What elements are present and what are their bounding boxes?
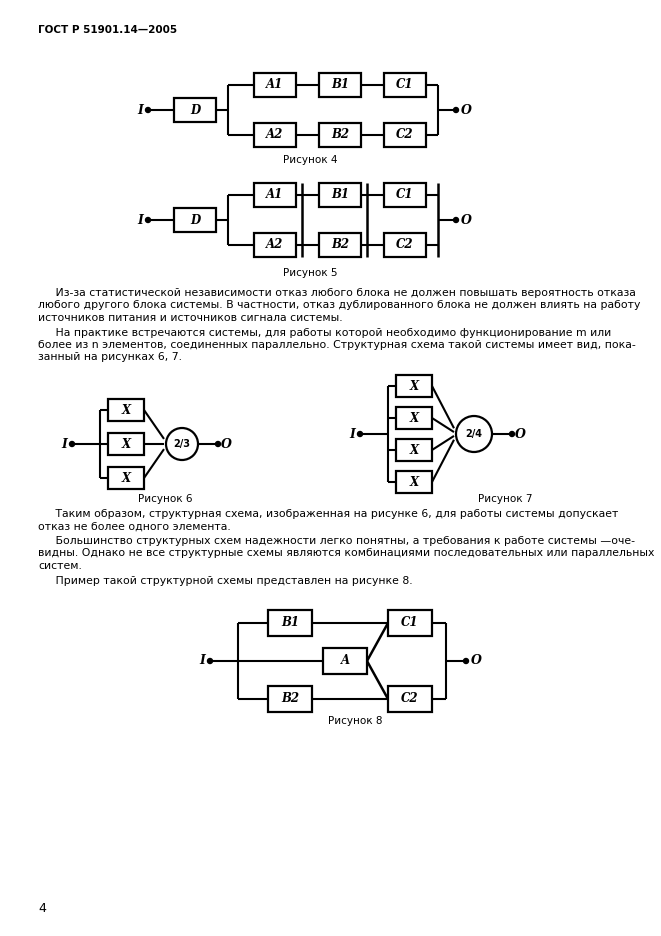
Text: O: O xyxy=(461,213,471,227)
Text: Таким образом, структурная схема, изображенная на рисунке 6, для работы системы : Таким образом, структурная схема, изобра… xyxy=(38,509,619,519)
FancyBboxPatch shape xyxy=(108,467,144,489)
Circle shape xyxy=(145,108,151,112)
FancyBboxPatch shape xyxy=(384,183,426,207)
Text: C1: C1 xyxy=(401,617,419,630)
Text: D: D xyxy=(190,213,200,227)
Text: X: X xyxy=(409,475,418,489)
Circle shape xyxy=(208,659,212,664)
Text: C2: C2 xyxy=(396,128,414,141)
Text: O: O xyxy=(471,654,481,667)
Text: 4: 4 xyxy=(38,902,46,915)
Circle shape xyxy=(215,442,221,446)
Text: B1: B1 xyxy=(281,617,299,630)
Text: C1: C1 xyxy=(396,188,414,201)
FancyBboxPatch shape xyxy=(384,73,426,97)
Text: I: I xyxy=(61,437,67,450)
Text: Из-за статистической независимости отказ любого блока не должен повышать вероятн: Из-за статистической независимости отказ… xyxy=(38,288,636,298)
Text: X: X xyxy=(122,403,131,417)
FancyBboxPatch shape xyxy=(174,208,216,232)
Text: X: X xyxy=(122,437,131,450)
Text: занный на рисунках 6, 7.: занный на рисунках 6, 7. xyxy=(38,353,182,362)
Text: B2: B2 xyxy=(281,693,299,706)
Text: A2: A2 xyxy=(266,128,284,141)
Circle shape xyxy=(145,217,151,223)
Text: C1: C1 xyxy=(396,79,414,92)
FancyBboxPatch shape xyxy=(319,233,361,257)
Text: ГОСТ Р 51901.14—2005: ГОСТ Р 51901.14—2005 xyxy=(38,25,177,35)
Text: Рисунок 6: Рисунок 6 xyxy=(137,494,192,504)
Text: X: X xyxy=(409,379,418,392)
Text: На практике встречаются системы, для работы которой необходимо функционирование : На практике встречаются системы, для раб… xyxy=(38,328,611,338)
Text: A1: A1 xyxy=(266,79,284,92)
Text: X: X xyxy=(409,444,418,457)
FancyBboxPatch shape xyxy=(254,183,296,207)
Text: I: I xyxy=(349,428,355,441)
Circle shape xyxy=(69,442,75,446)
FancyBboxPatch shape xyxy=(319,183,361,207)
Text: C2: C2 xyxy=(401,693,419,706)
FancyBboxPatch shape xyxy=(396,375,432,397)
FancyBboxPatch shape xyxy=(323,648,367,674)
Circle shape xyxy=(453,108,459,112)
FancyBboxPatch shape xyxy=(384,123,426,147)
Text: B1: B1 xyxy=(331,188,349,201)
Text: I: I xyxy=(137,104,143,116)
Circle shape xyxy=(510,431,514,436)
Text: 2/4: 2/4 xyxy=(465,429,483,439)
Text: 2/3: 2/3 xyxy=(173,439,190,449)
FancyBboxPatch shape xyxy=(254,123,296,147)
Text: Рисунок 5: Рисунок 5 xyxy=(283,268,337,278)
Text: Рисунок 7: Рисунок 7 xyxy=(478,494,532,504)
Text: более из n элементов, соединенных параллельно. Структурная схема такой системы и: более из n элементов, соединенных паралл… xyxy=(38,340,636,350)
Text: A: A xyxy=(340,654,350,667)
Text: видны. Однако не все структурные схемы являются комбинациями последовательных ил: видны. Однако не все структурные схемы я… xyxy=(38,548,654,559)
Text: A1: A1 xyxy=(266,188,284,201)
FancyBboxPatch shape xyxy=(268,610,312,636)
Circle shape xyxy=(463,659,469,664)
Text: I: I xyxy=(137,213,143,227)
FancyBboxPatch shape xyxy=(396,439,432,461)
FancyBboxPatch shape xyxy=(384,233,426,257)
Text: O: O xyxy=(461,104,471,116)
Text: Рисунок 8: Рисунок 8 xyxy=(328,716,382,726)
Circle shape xyxy=(453,217,459,223)
Text: B2: B2 xyxy=(331,239,349,252)
FancyBboxPatch shape xyxy=(319,73,361,97)
Text: источников питания и источников сигнала системы.: источников питания и источников сигнала … xyxy=(38,313,342,323)
FancyBboxPatch shape xyxy=(388,686,432,712)
FancyBboxPatch shape xyxy=(254,73,296,97)
Text: O: O xyxy=(221,437,231,450)
Text: A2: A2 xyxy=(266,239,284,252)
FancyBboxPatch shape xyxy=(319,123,361,147)
Text: B1: B1 xyxy=(331,79,349,92)
FancyBboxPatch shape xyxy=(254,233,296,257)
Text: Большинство структурных схем надежности легко понятны, а требования к работе сис: Большинство структурных схем надежности … xyxy=(38,536,635,546)
FancyBboxPatch shape xyxy=(268,686,312,712)
Text: Рисунок 4: Рисунок 4 xyxy=(283,155,337,165)
FancyBboxPatch shape xyxy=(174,98,216,122)
FancyBboxPatch shape xyxy=(388,610,432,636)
FancyBboxPatch shape xyxy=(108,399,144,421)
Text: B2: B2 xyxy=(331,128,349,141)
Text: C2: C2 xyxy=(396,239,414,252)
FancyBboxPatch shape xyxy=(108,433,144,455)
Text: любого другого блока системы. В частности, отказ дублированного блока не должен : любого другого блока системы. В частност… xyxy=(38,300,641,311)
FancyBboxPatch shape xyxy=(396,471,432,493)
Text: X: X xyxy=(122,472,131,485)
Text: I: I xyxy=(199,654,205,667)
Text: Пример такой структурной схемы представлен на рисунке 8.: Пример такой структурной схемы представл… xyxy=(38,576,412,586)
Text: D: D xyxy=(190,104,200,116)
Text: отказ не более одного элемента.: отказ не более одного элемента. xyxy=(38,521,231,532)
Text: O: O xyxy=(514,428,525,441)
Text: X: X xyxy=(409,412,418,425)
Circle shape xyxy=(358,431,362,436)
Text: систем.: систем. xyxy=(38,561,82,571)
FancyBboxPatch shape xyxy=(396,407,432,429)
